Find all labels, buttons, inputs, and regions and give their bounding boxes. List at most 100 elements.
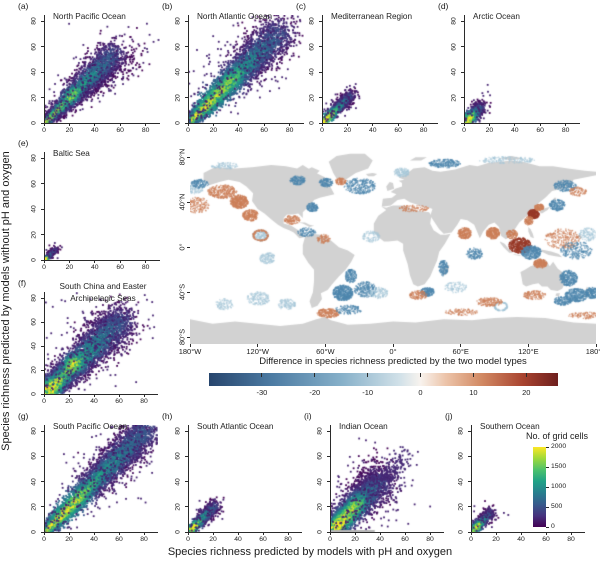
axis-tick bbox=[319, 20, 322, 22]
axis-tick-label: 40 bbox=[234, 536, 242, 543]
axis-tick-label: 0 bbox=[186, 536, 190, 543]
axis-tick-label: 40 bbox=[316, 477, 324, 486]
axis-tick-label: 40 bbox=[91, 264, 99, 271]
axis-tick-label: 0 bbox=[186, 127, 190, 134]
map-axis-tick bbox=[187, 246, 190, 248]
axis-tick-label: 40 bbox=[517, 536, 525, 543]
axis-tick bbox=[237, 532, 239, 535]
map-lat-label: 40°S bbox=[177, 284, 187, 301]
axis-tick bbox=[41, 345, 44, 347]
gridcells-tick bbox=[546, 466, 549, 468]
axis-tick-label: 20 bbox=[30, 366, 38, 374]
axis-tick-label: 40 bbox=[174, 68, 182, 76]
axis-tick bbox=[185, 97, 188, 99]
axis-tick bbox=[68, 532, 70, 535]
axis-tick bbox=[43, 532, 45, 535]
axis-tick-label: 80 bbox=[561, 127, 570, 134]
axis-tick-label: 80 bbox=[308, 17, 316, 26]
axis-tick-label: 40 bbox=[90, 536, 98, 543]
axis-tick-label: 0 bbox=[30, 392, 38, 396]
colorbar-tick bbox=[525, 373, 527, 377]
density-canvas-f bbox=[45, 292, 158, 394]
axis-tick-label: 20 bbox=[65, 398, 73, 405]
axis-tick-label: 20 bbox=[65, 264, 74, 271]
axis-tick-label: 60 bbox=[115, 536, 123, 543]
axis-tick-label: 0 bbox=[30, 121, 38, 125]
axis-tick-label: 20 bbox=[308, 93, 316, 102]
y-axis-label: Species richness predicted by models wit… bbox=[0, 151, 12, 451]
colorbar-tick-label: 20 bbox=[522, 388, 531, 397]
axis-tick bbox=[41, 393, 44, 395]
axis-tick-label: 80 bbox=[285, 127, 294, 134]
axis-tick-label: 20 bbox=[457, 503, 465, 511]
map-axis-tick bbox=[527, 344, 529, 347]
map-colorbar-title: Difference in species richness predicted… bbox=[259, 356, 527, 367]
axis-tick-label: 40 bbox=[450, 68, 458, 76]
axis-tick bbox=[41, 321, 44, 323]
map-lon-label: 60°E bbox=[452, 347, 469, 356]
x-axis-label: Species richness predicted by models wit… bbox=[167, 546, 453, 558]
gridcells-tick-label: 2000 bbox=[551, 443, 567, 450]
density-canvas-i bbox=[331, 425, 444, 532]
axis-tick-label: 20 bbox=[343, 127, 352, 134]
axis-tick-label: 80 bbox=[30, 17, 38, 26]
panel-tag-c: (c) bbox=[296, 1, 306, 11]
axis-tick-label: 0 bbox=[316, 530, 324, 534]
axis-tick bbox=[185, 46, 188, 48]
axis-tick bbox=[43, 260, 45, 263]
axis-tick bbox=[43, 394, 45, 397]
map-lon-label: 180°W bbox=[178, 347, 202, 356]
plot-axes-j bbox=[471, 425, 585, 533]
axis-tick-label: 0 bbox=[30, 530, 38, 534]
colorbar-tick-label: 10 bbox=[469, 388, 478, 397]
axis-tick bbox=[185, 122, 188, 124]
axis-tick-label: 40 bbox=[511, 127, 519, 134]
axis-tick-label: 80 bbox=[174, 17, 182, 26]
axis-tick bbox=[379, 532, 381, 535]
density-canvas-j bbox=[472, 425, 585, 532]
axis-tick-label: 80 bbox=[30, 154, 38, 163]
axis-tick-label: 40 bbox=[457, 477, 465, 486]
axis-tick bbox=[327, 481, 330, 483]
panel-tag-j: (j) bbox=[445, 411, 453, 421]
map-axis-tick bbox=[187, 201, 190, 203]
axis-tick-label: 80 bbox=[141, 264, 150, 271]
panel-tag-i: (i) bbox=[304, 411, 312, 421]
colorbar-tick-label: -30 bbox=[256, 388, 268, 397]
panel-tag-f: (f) bbox=[18, 278, 27, 288]
axis-tick-label: 60 bbox=[30, 452, 38, 461]
axis-tick bbox=[94, 123, 96, 126]
axis-tick bbox=[118, 532, 120, 535]
axis-tick-label: 40 bbox=[369, 127, 377, 134]
axis-tick bbox=[185, 481, 188, 483]
plot-axes-e bbox=[44, 152, 160, 261]
axis-tick bbox=[119, 123, 121, 126]
axis-tick-label: 80 bbox=[141, 127, 150, 134]
axis-tick bbox=[212, 123, 214, 126]
plot-axes-g bbox=[44, 425, 158, 533]
axis-tick-label: 20 bbox=[30, 93, 38, 102]
axis-tick-label: 60 bbox=[260, 127, 268, 134]
axis-tick bbox=[212, 532, 214, 535]
axis-tick-label: 20 bbox=[316, 503, 324, 511]
axis-tick-label: 60 bbox=[115, 398, 123, 405]
axis-tick-label: 60 bbox=[30, 179, 38, 188]
axis-tick bbox=[327, 455, 330, 457]
axis-tick-label: 40 bbox=[308, 68, 316, 76]
axis-tick-label: 60 bbox=[174, 452, 182, 461]
axis-tick-label: 60 bbox=[401, 536, 409, 543]
panel-tag-e: (e) bbox=[18, 138, 29, 148]
axis-tick bbox=[423, 123, 425, 126]
axis-tick bbox=[94, 260, 96, 263]
axis-tick bbox=[41, 71, 44, 73]
axis-tick bbox=[43, 123, 45, 126]
axis-tick-label: 20 bbox=[65, 536, 73, 543]
axis-tick bbox=[468, 506, 471, 508]
axis-tick-label: 60 bbox=[259, 536, 267, 543]
axis-tick bbox=[461, 71, 464, 73]
axis-tick-label: 0 bbox=[174, 530, 182, 534]
axis-tick bbox=[329, 532, 331, 535]
axis-tick bbox=[41, 122, 44, 124]
axis-tick bbox=[41, 481, 44, 483]
axis-tick bbox=[187, 123, 189, 126]
